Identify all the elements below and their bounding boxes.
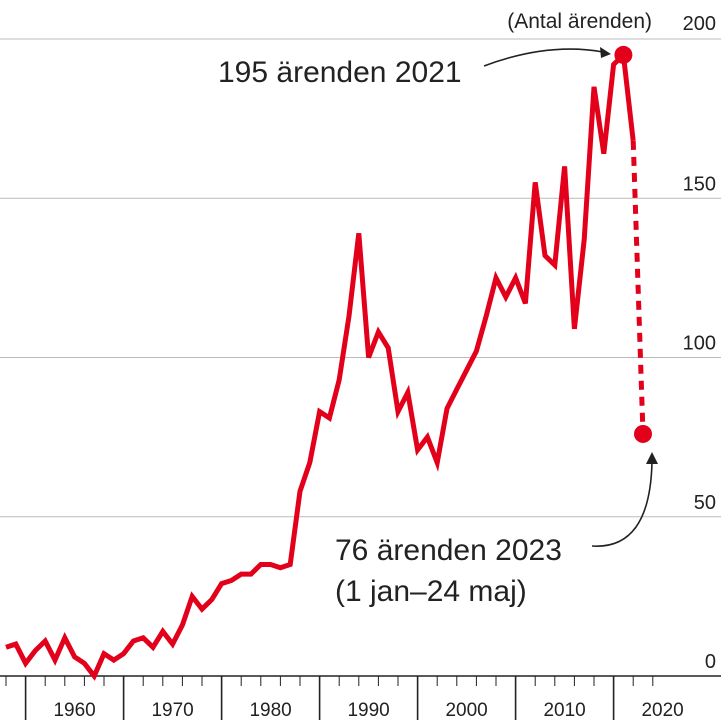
annotations: 195 ärenden 2021 76 ärenden 2023 (1 jan–… xyxy=(218,47,658,608)
x-axis-labels: 1960 1970 1980 1990 2000 2010 2020 xyxy=(53,700,683,721)
series-line-partial xyxy=(630,140,646,434)
annotation-2023: 76 ärenden 2023 xyxy=(335,534,562,567)
point-2021 xyxy=(614,45,633,64)
x-tick-label-1980: 1980 xyxy=(249,700,291,721)
x-tick-label-1960: 1960 xyxy=(53,700,95,721)
annotation-2023-period: (1 jan–24 maj) xyxy=(335,575,527,608)
y-axis-labels: 0 50 100 150 200 xyxy=(683,13,716,673)
grid-lines xyxy=(0,38,721,518)
point-2023 xyxy=(634,424,652,443)
x-tick-label-1990: 1990 xyxy=(347,700,389,721)
arrowhead-2021 xyxy=(600,47,611,58)
x-axis xyxy=(0,675,721,720)
y-tick-label-200: 200 xyxy=(683,13,716,35)
y-tick-label-50: 50 xyxy=(694,492,716,514)
series-group xyxy=(5,45,652,681)
x-tick-label-2020: 2020 xyxy=(641,700,683,721)
x-tick-label-1970: 1970 xyxy=(151,700,193,721)
annotation-arrow-2021 xyxy=(483,48,604,67)
annotation-2021: 195 ärenden 2021 xyxy=(218,56,462,89)
series-line-main xyxy=(5,49,636,681)
x-tick-label-2000: 2000 xyxy=(445,700,487,721)
arrowhead-2023 xyxy=(646,452,658,464)
y-tick-label-150: 150 xyxy=(683,173,716,195)
y-tick-label-100: 100 xyxy=(683,333,716,355)
y-tick-label-0: 0 xyxy=(705,651,716,673)
x-tick-label-2010: 2010 xyxy=(543,700,585,721)
annotation-arrow-2023 xyxy=(591,461,653,547)
unit-label: (Antal ärenden) xyxy=(507,10,652,33)
